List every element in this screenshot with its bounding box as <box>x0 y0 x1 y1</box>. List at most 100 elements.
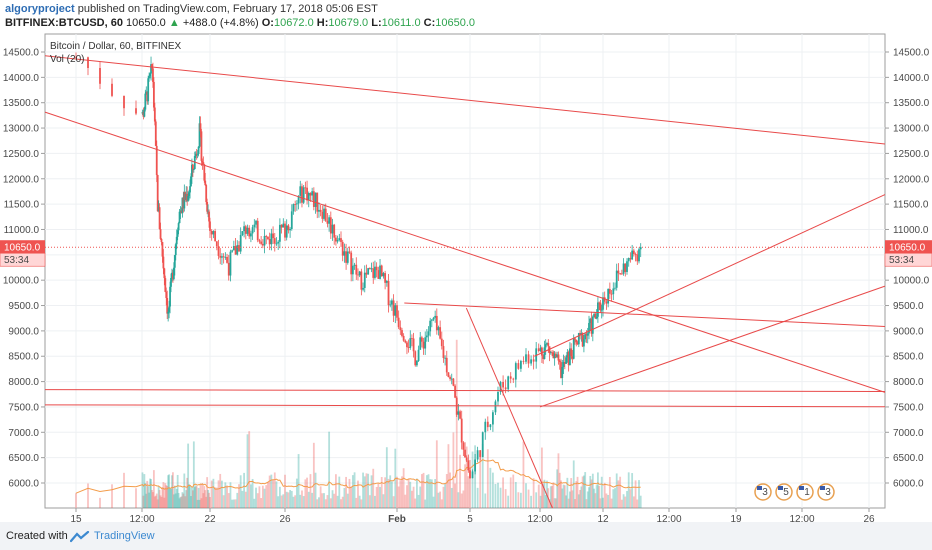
volume-bar <box>607 494 610 508</box>
candle-body <box>152 81 155 108</box>
volume-bar <box>634 480 637 508</box>
candle-body <box>248 227 251 237</box>
footer: Created with TradingView <box>0 522 932 550</box>
trendlines <box>44 55 886 509</box>
high-value: 10679.0 <box>328 17 369 29</box>
volume-bar <box>457 492 460 508</box>
volume-bar <box>318 497 320 508</box>
volume-bar <box>416 478 418 508</box>
candle-body <box>194 153 197 157</box>
candle-body <box>270 233 273 245</box>
volume-bar <box>593 488 595 508</box>
candle-body <box>494 401 497 413</box>
volume-bar <box>380 477 383 508</box>
volume-bar <box>244 491 247 508</box>
candle-body <box>619 273 622 275</box>
volume-bar <box>525 483 527 508</box>
candle-body <box>321 211 324 219</box>
candle-body <box>497 391 499 402</box>
candle-body <box>412 338 415 352</box>
candle-body <box>380 265 383 277</box>
countdown-tag-left <box>0 252 46 267</box>
volume-bar <box>208 492 210 508</box>
author-link[interactable]: algoryproject <box>5 3 75 15</box>
volume-bar <box>471 451 474 508</box>
candle-body <box>360 271 363 290</box>
candle-body <box>580 333 583 335</box>
volume-bar <box>333 493 336 508</box>
price-chart[interactable]: 6000.0 6500.0 7000.0 7500.0 8000.0 8500.0 9000… <box>0 0 932 522</box>
y-tick-label: 7000.0 <box>893 428 924 439</box>
candle-body <box>244 226 247 234</box>
candle-body <box>639 247 642 250</box>
volume-bar <box>348 478 351 508</box>
candle-body <box>547 343 550 347</box>
candle-body <box>595 316 598 319</box>
candle-body <box>192 169 195 170</box>
chart-header: algoryproject published on TradingView.c… <box>0 0 932 34</box>
candle-body <box>406 342 408 348</box>
volume-bar <box>311 492 314 508</box>
candle-body <box>207 211 209 213</box>
candle-body <box>391 300 393 305</box>
candle-body <box>346 251 349 263</box>
x-tick-label: 12:00 <box>527 514 552 522</box>
volume-bar <box>284 474 286 508</box>
volume-bar <box>346 493 349 508</box>
candle-body <box>87 57 89 68</box>
volume-bar <box>598 485 601 508</box>
candle-body <box>336 239 339 242</box>
volume-bar <box>153 496 156 508</box>
volume-bar <box>219 473 222 508</box>
countdown-value: 53:34 <box>4 255 29 266</box>
volume-bar <box>497 482 499 508</box>
volume-bar <box>551 485 553 508</box>
candle-body <box>174 244 177 256</box>
candle-body <box>450 378 453 380</box>
volume-bar <box>123 472 125 508</box>
volume-bar <box>417 494 420 508</box>
candle-body <box>143 109 146 117</box>
candle-body <box>372 268 375 278</box>
candle-body <box>183 192 186 209</box>
volume-bar <box>162 482 165 508</box>
y-tick-label: 7500.0 <box>8 402 39 413</box>
volume-ma-line <box>75 459 641 494</box>
volume-bar <box>558 472 561 508</box>
candle-body <box>502 382 504 388</box>
volume-bar <box>152 492 154 508</box>
volume-bar <box>539 495 542 508</box>
candle-body <box>363 272 366 288</box>
candle-body <box>335 237 337 242</box>
candle-body <box>597 302 599 317</box>
candle-body <box>577 333 580 345</box>
volume-bar <box>201 483 204 508</box>
volume-bar <box>323 493 325 508</box>
event-markers[interactable]: 3 5 1 3 <box>754 483 835 501</box>
candle-body <box>561 366 564 378</box>
volume-bar <box>449 472 451 508</box>
volume-bar <box>599 498 602 508</box>
candle-body <box>351 265 354 275</box>
candle-body <box>239 235 242 252</box>
tradingview-link[interactable]: TradingView <box>94 530 155 542</box>
volume-bar <box>350 486 353 508</box>
candle-body <box>460 418 463 443</box>
high-label: H: <box>316 17 329 29</box>
candle-body <box>607 288 610 304</box>
candle-body <box>581 333 584 347</box>
candle-body <box>180 210 183 214</box>
candle-body <box>583 339 585 347</box>
candle-body <box>165 291 168 299</box>
volume-bar <box>469 459 471 508</box>
volume-bar <box>504 489 507 508</box>
candle-body <box>484 421 487 433</box>
trend-line <box>534 194 886 357</box>
candle-body <box>151 64 153 69</box>
plot-frame <box>44 33 886 509</box>
y-tick-label: 10000.0 <box>3 276 40 287</box>
volume-bar <box>319 486 322 508</box>
candle-body <box>309 193 312 196</box>
volume-bar <box>549 486 552 508</box>
candle-body <box>164 278 167 292</box>
